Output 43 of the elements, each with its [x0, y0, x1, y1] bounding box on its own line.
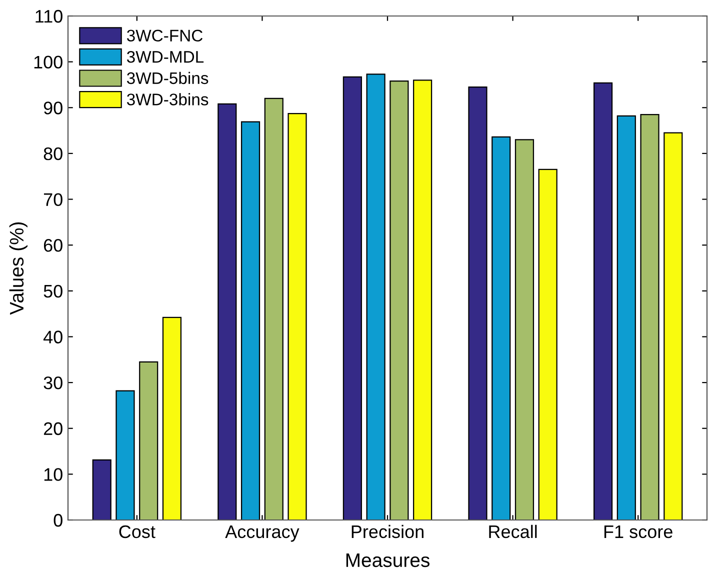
x-tick-label: Accuracy: [225, 526, 300, 542]
y-axis-title: Values (%): [9, 222, 28, 315]
legend-label: 3WD-5bins: [126, 72, 208, 84]
bar: [390, 80, 409, 520]
y-tick-label: 50: [44, 284, 62, 298]
x-tick-label: F1 score: [604, 526, 672, 538]
x-tick-label: Precision: [352, 524, 424, 538]
bar: [492, 136, 511, 520]
y-tick-label: 20: [44, 422, 62, 436]
bar: [264, 98, 284, 520]
x-tick-label: Cost: [119, 525, 156, 538]
y-tick-label: 90: [44, 102, 62, 114]
bar: [514, 139, 534, 520]
bar: [640, 114, 660, 520]
bar: [240, 121, 260, 520]
legend-label: 3WD-MDL: [126, 50, 204, 63]
y-tick-label: 110: [36, 10, 62, 23]
y-tick-label: 10: [44, 468, 62, 481]
bar: [342, 76, 362, 520]
y-tick-label: 30: [44, 376, 62, 390]
bar: [468, 86, 488, 520]
x-tick-label: Recall: [489, 524, 537, 538]
bar: [538, 168, 558, 520]
bar: [664, 132, 683, 520]
x-axis-title: Measures: [346, 554, 430, 568]
y-tick-label: 40: [43, 330, 62, 344]
bar: [218, 103, 237, 520]
bar: [139, 361, 158, 520]
bar: [162, 316, 182, 520]
bar: [593, 82, 613, 520]
bar: [616, 115, 636, 520]
bar: [413, 80, 432, 520]
y-tick-label: 100: [34, 56, 62, 69]
y-tick-label: 80: [44, 147, 62, 160]
bar: [116, 390, 135, 520]
y-tick-label: 60: [44, 239, 62, 252]
y-tick-label: 0: [54, 514, 62, 527]
bar: [366, 74, 386, 520]
bar: [92, 459, 112, 520]
y-tick-label: 70: [44, 193, 62, 206]
legend-label: 3WD-3bins: [126, 93, 208, 106]
bar: [288, 113, 307, 520]
legend-label: 3WC-FNC: [126, 30, 203, 42]
